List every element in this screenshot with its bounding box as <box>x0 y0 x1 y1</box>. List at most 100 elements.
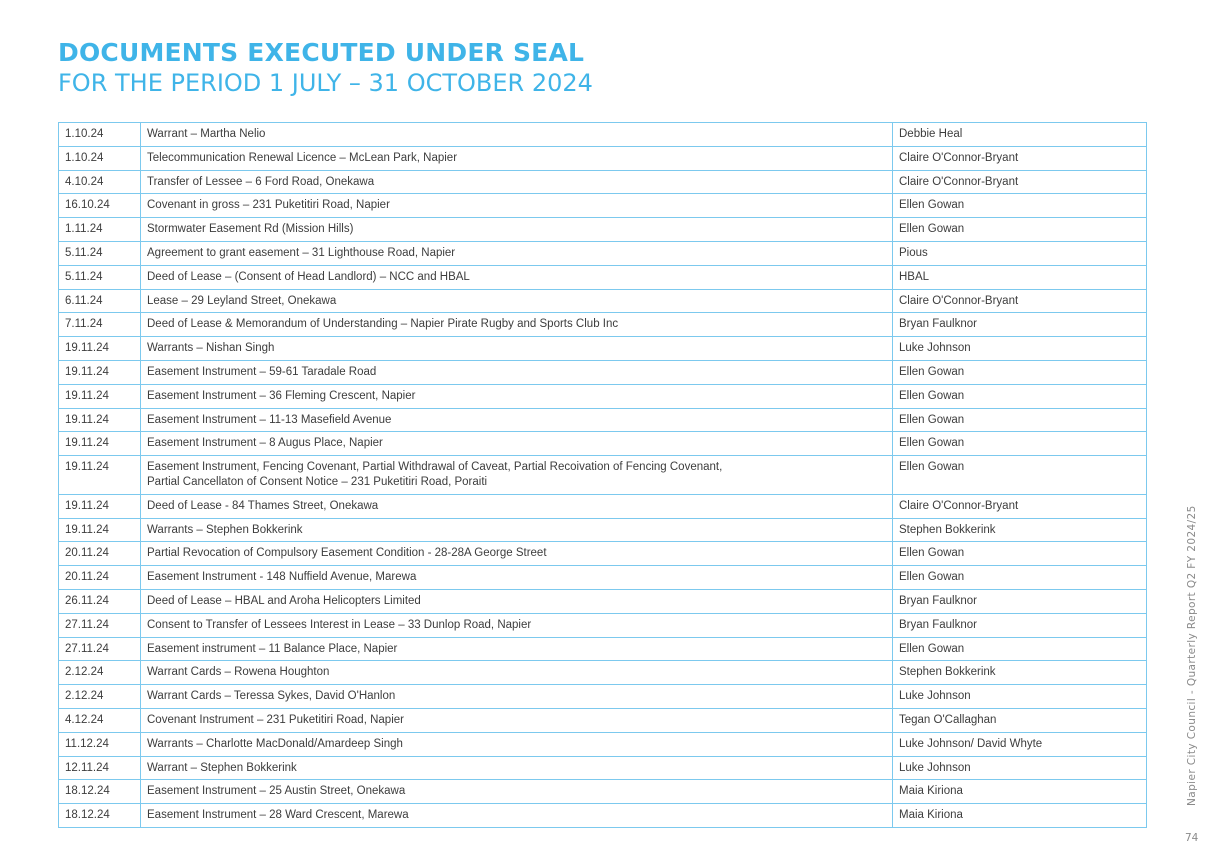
description-cell: Telecommunication Renewal Licence – McLe… <box>140 145 893 171</box>
date-cell: 19.11.24 <box>58 517 141 543</box>
table-row: 20.11.24 Partial Revocation of Compulsor… <box>58 541 1147 567</box>
signed-by-cell: Bryan Faulknor <box>892 588 1147 614</box>
signed-by-cell: Ellen Gowan <box>892 636 1147 662</box>
date-cell: 20.11.24 <box>58 541 141 567</box>
table-row: 5.11.24 Agreement to grant easement – 31… <box>58 240 1147 266</box>
signed-by-cell: Claire O'Connor-Bryant <box>892 169 1147 195</box>
signed-by-cell: Ellen Gowan <box>892 193 1147 219</box>
table-row: 19.11.24 Deed of Lease - 84 Thames Stree… <box>58 493 1147 519</box>
signed-by-cell: Maia Kiriona <box>892 803 1147 828</box>
signed-by-cell: Ellen Gowan <box>892 455 1147 495</box>
date-cell: 27.11.24 <box>58 636 141 662</box>
table-row: 26.11.24 Deed of Lease – HBAL and Aroha … <box>58 588 1147 614</box>
signed-by-cell: Stephen Bokkerink <box>892 517 1147 543</box>
description-cell: Stormwater Easement Rd (Mission Hills) <box>140 217 893 242</box>
table-row: 27.11.24 Easement instrument – 11 Balanc… <box>58 636 1147 662</box>
signed-by-cell: Luke Johnson <box>892 755 1147 781</box>
table-row: 11.12.24 Warrants – Charlotte MacDonald/… <box>58 731 1147 757</box>
description-cell: Warrant – Stephen Bokkerink <box>140 755 893 781</box>
signed-by-cell: Bryan Faulknor <box>892 612 1147 638</box>
date-cell: 19.11.24 <box>58 336 141 361</box>
signed-by-cell: Maia Kiriona <box>892 779 1147 805</box>
page-subtitle: FOR THE PERIOD 1 JULY – 31 OCTOBER 2024 <box>58 69 593 97</box>
description-cell: Easement Instrument - 148 Nuffield Avenu… <box>140 565 893 590</box>
report-side-caption: Napier City Council - Quarterly Report Q… <box>1186 505 1198 806</box>
table-row: 16.10.24 Covenant in gross – 231 Puketit… <box>58 193 1147 219</box>
signed-by-cell: Stephen Bokkerink <box>892 660 1147 686</box>
signed-by-cell: Ellen Gowan <box>892 565 1147 590</box>
date-cell: 11.12.24 <box>58 731 141 757</box>
description-cell: Easement Instrument – 25 Austin Street, … <box>140 779 893 805</box>
signed-by-cell: Claire O'Connor-Bryant <box>892 288 1147 314</box>
table-row: 1.10.24 Warrant – Martha Nelio Debbie He… <box>58 122 1147 147</box>
table-row: 19.11.24 Easement Instrument – 8 Augus P… <box>58 431 1147 457</box>
table-row: 7.11.24 Deed of Lease & Memorandum of Un… <box>58 312 1147 338</box>
description-cell: Covenant Instrument – 231 Puketitiri Roa… <box>140 707 893 733</box>
date-cell: 2.12.24 <box>58 684 141 709</box>
description-cell: Easement instrument – 11 Balance Place, … <box>140 636 893 662</box>
date-cell: 18.12.24 <box>58 803 141 828</box>
description-line-2: Partial Cancellaton of Consent Notice – … <box>147 475 488 488</box>
description-cell: Deed of Lease & Memorandum of Understand… <box>140 312 893 338</box>
date-cell: 19.11.24 <box>58 407 141 433</box>
signed-by-cell: Ellen Gowan <box>892 407 1147 433</box>
documents-table-body: 1.10.24 Warrant – Martha Nelio Debbie He… <box>58 122 1147 828</box>
signed-by-cell: HBAL <box>892 264 1147 290</box>
signed-by-cell: Tegan O'Callaghan <box>892 707 1147 733</box>
description-cell: Warrant Cards – Teressa Sykes, David O'H… <box>140 684 893 709</box>
date-cell: 19.11.24 <box>58 359 141 385</box>
signed-by-cell: Claire O'Connor-Bryant <box>892 145 1147 171</box>
signed-by-cell: Luke Johnson/ David Whyte <box>892 731 1147 757</box>
signed-by-cell: Ellen Gowan <box>892 217 1147 242</box>
signed-by-cell: Debbie Heal <box>892 122 1147 147</box>
description-cell: Lease – 29 Leyland Street, Onekawa <box>140 288 893 314</box>
date-cell: 19.11.24 <box>58 455 141 495</box>
date-cell: 1.10.24 <box>58 122 141 147</box>
table-row: 19.11.24 Warrants – Nishan Singh Luke Jo… <box>58 336 1147 361</box>
signed-by-cell: Luke Johnson <box>892 336 1147 361</box>
documents-table: 1.10.24 Warrant – Martha Nelio Debbie He… <box>58 122 1147 828</box>
description-cell: Easement Instrument – 8 Augus Place, Nap… <box>140 431 893 457</box>
description-cell: Easement Instrument – 59-61 Taradale Roa… <box>140 359 893 385</box>
date-cell: 4.10.24 <box>58 169 141 195</box>
page-heading: DOCUMENTS EXECUTED UNDER SEAL FOR THE PE… <box>58 38 593 98</box>
description-cell: Warrant Cards – Rowena Houghton <box>140 660 893 686</box>
description-cell: Deed of Lease – HBAL and Aroha Helicopte… <box>140 588 893 614</box>
date-cell: 12.11.24 <box>58 755 141 781</box>
table-row: 19.11.24 Easement Instrument – 59-61 Tar… <box>58 359 1147 385</box>
signed-by-cell: Pious <box>892 240 1147 266</box>
table-row: 20.11.24 Easement Instrument - 148 Nuffi… <box>58 565 1147 590</box>
table-row: 1.11.24 Stormwater Easement Rd (Mission … <box>58 217 1147 242</box>
description-cell: Partial Revocation of Compulsory Easemen… <box>140 541 893 567</box>
signed-by-cell: Ellen Gowan <box>892 431 1147 457</box>
description-cell: Easement Instrument – 11-13 Masefield Av… <box>140 407 893 433</box>
date-cell: 5.11.24 <box>58 264 141 290</box>
table-row: 19.11.24 Easement Instrument, Fencing Co… <box>58 455 1147 495</box>
date-cell: 4.12.24 <box>58 707 141 733</box>
table-row: 27.11.24 Consent to Transfer of Lessees … <box>58 612 1147 638</box>
date-cell: 19.11.24 <box>58 431 141 457</box>
description-cell: Easement Instrument – 36 Fleming Crescen… <box>140 383 893 409</box>
signed-by-cell: Bryan Faulknor <box>892 312 1147 338</box>
description-cell: Warrants – Stephen Bokkerink <box>140 517 893 543</box>
table-row: 18.12.24 Easement Instrument – 25 Austin… <box>58 779 1147 805</box>
description-cell: Transfer of Lessee – 6 Ford Road, Onekaw… <box>140 169 893 195</box>
page-title: DOCUMENTS EXECUTED UNDER SEAL <box>58 38 585 67</box>
date-cell: 18.12.24 <box>58 779 141 805</box>
description-cell: Agreement to grant easement – 31 Lightho… <box>140 240 893 266</box>
table-row: 5.11.24 Deed of Lease – (Consent of Head… <box>58 264 1147 290</box>
table-row: 2.12.24 Warrant Cards – Rowena Houghton … <box>58 660 1147 686</box>
description-cell: Warrant – Martha Nelio <box>140 122 893 147</box>
description-cell: Deed of Lease – (Consent of Head Landlor… <box>140 264 893 290</box>
date-cell: 1.11.24 <box>58 217 141 242</box>
date-cell: 19.11.24 <box>58 383 141 409</box>
description-cell: Consent to Transfer of Lessees Interest … <box>140 612 893 638</box>
description-cell: Warrants – Charlotte MacDonald/Amardeep … <box>140 731 893 757</box>
date-cell: 7.11.24 <box>58 312 141 338</box>
table-row: 19.11.24 Warrants – Stephen Bokkerink St… <box>58 517 1147 543</box>
description-cell: Easement Instrument, Fencing Covenant, P… <box>140 455 893 495</box>
date-cell: 20.11.24 <box>58 565 141 590</box>
table-row: 19.11.24 Easement Instrument – 36 Flemin… <box>58 383 1147 409</box>
date-cell: 26.11.24 <box>58 588 141 614</box>
table-row: 4.12.24 Covenant Instrument – 231 Puketi… <box>58 707 1147 733</box>
